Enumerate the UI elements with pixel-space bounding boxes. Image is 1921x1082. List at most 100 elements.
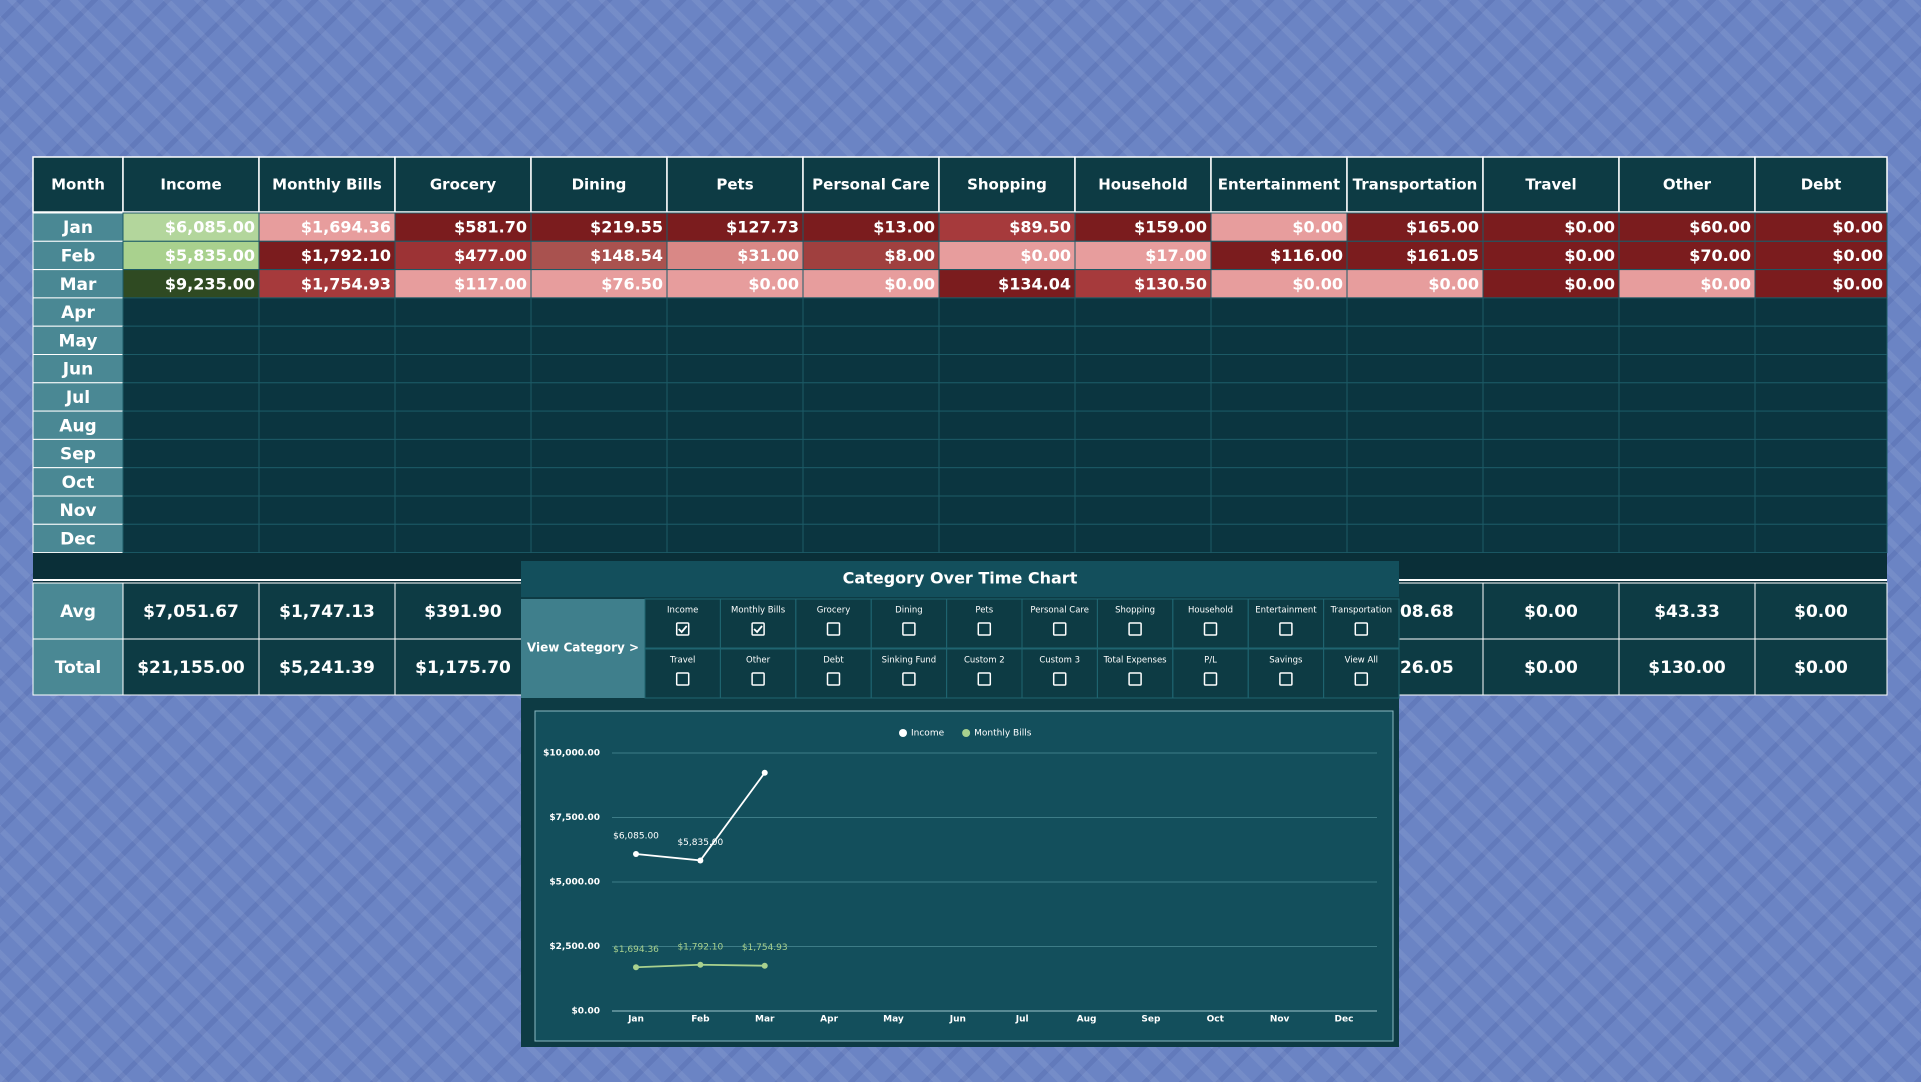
x-tick-label: May bbox=[883, 1015, 904, 1025]
option-label[interactable]: Travel bbox=[669, 656, 695, 666]
cell bbox=[1482, 467, 1620, 497]
checkbox[interactable] bbox=[1128, 672, 1142, 686]
option-label[interactable]: View All bbox=[1345, 656, 1378, 666]
option-label[interactable]: P/L bbox=[1204, 656, 1217, 666]
summary-value: $1,747.13 bbox=[279, 602, 375, 622]
header-cell bbox=[530, 156, 668, 213]
header-cell bbox=[32, 156, 124, 213]
cell bbox=[1346, 495, 1484, 525]
cell bbox=[938, 354, 1076, 384]
cell bbox=[1482, 382, 1620, 412]
checkbox[interactable] bbox=[1203, 672, 1218, 686]
cell bbox=[394, 212, 532, 242]
cell-value: $0.00 bbox=[1832, 246, 1883, 265]
cell bbox=[122, 382, 260, 412]
header-label: Dining bbox=[572, 176, 627, 194]
legend-label: Monthly Bills bbox=[974, 729, 1032, 739]
checkbox[interactable] bbox=[751, 672, 765, 686]
cell-value: $0.00 bbox=[1564, 274, 1615, 293]
option-label[interactable]: Monthly Bills bbox=[731, 606, 786, 616]
cell bbox=[802, 325, 940, 356]
cell bbox=[1618, 523, 1756, 554]
checkbox[interactable] bbox=[977, 622, 992, 636]
view-category-label[interactable]: View Category > bbox=[527, 641, 639, 655]
data-point bbox=[761, 962, 768, 969]
option-label[interactable]: Pets bbox=[975, 606, 993, 616]
cell bbox=[938, 212, 1076, 242]
cell-value: $0.00 bbox=[1292, 274, 1343, 293]
checkbox[interactable] bbox=[1354, 672, 1369, 686]
option-label[interactable]: Dining bbox=[895, 606, 922, 616]
cell bbox=[1754, 495, 1888, 525]
header-cell bbox=[1210, 156, 1348, 213]
cell bbox=[1482, 269, 1620, 299]
panel-title-bar bbox=[521, 561, 1399, 597]
cell bbox=[1346, 410, 1484, 440]
option-label[interactable]: Total Expenses bbox=[1103, 656, 1168, 666]
x-tick-label: Nov bbox=[1270, 1015, 1290, 1025]
option-label[interactable]: Personal Care bbox=[1030, 606, 1089, 616]
option-label[interactable]: Income bbox=[667, 606, 698, 616]
x-tick-label: Oct bbox=[1207, 1015, 1225, 1025]
cell bbox=[1074, 410, 1212, 440]
option-label[interactable]: Grocery bbox=[817, 606, 851, 616]
checkbox[interactable] bbox=[1052, 672, 1067, 686]
option-label[interactable]: Entertainment bbox=[1255, 606, 1317, 616]
header-label: Grocery bbox=[430, 176, 496, 194]
data-point bbox=[697, 961, 704, 968]
cell bbox=[258, 495, 396, 525]
header-label: Entertainment bbox=[1218, 176, 1340, 194]
x-tick-label: Jun bbox=[949, 1015, 966, 1025]
cell bbox=[1346, 240, 1484, 271]
cell bbox=[1074, 523, 1212, 554]
checkbox[interactable] bbox=[1128, 622, 1142, 636]
checkbox[interactable] bbox=[1354, 622, 1369, 636]
checkbox[interactable] bbox=[977, 672, 992, 686]
option-label[interactable]: Custom 2 bbox=[964, 656, 1005, 666]
x-tick-label: Aug bbox=[1077, 1015, 1097, 1025]
checkbox[interactable] bbox=[902, 672, 916, 686]
checkbox[interactable] bbox=[826, 622, 841, 636]
x-tick-label: Apr bbox=[820, 1015, 838, 1025]
cell bbox=[666, 523, 804, 554]
month-label: Jul bbox=[65, 388, 90, 408]
cell bbox=[394, 354, 532, 384]
month-label: Jun bbox=[62, 360, 94, 380]
cell bbox=[666, 382, 804, 412]
data-label: $1,792.10 bbox=[677, 942, 723, 952]
option-label[interactable]: Other bbox=[746, 656, 771, 666]
header-label: Household bbox=[1098, 176, 1188, 194]
view-category-button[interactable] bbox=[521, 599, 645, 698]
checkbox[interactable] bbox=[1203, 622, 1218, 636]
option-label[interactable]: Household bbox=[1188, 606, 1233, 616]
cell-value: $13.00 bbox=[873, 218, 935, 237]
cell-value: $0.00 bbox=[1832, 218, 1883, 237]
cell bbox=[1210, 467, 1348, 497]
checkbox[interactable] bbox=[1279, 672, 1293, 686]
option-label[interactable]: Savings bbox=[1269, 656, 1303, 666]
panel-title: Category Over Time Chart bbox=[843, 569, 1078, 588]
cell bbox=[666, 410, 804, 440]
cell bbox=[938, 410, 1076, 440]
option-label[interactable]: Shopping bbox=[1115, 606, 1155, 616]
header-cell bbox=[938, 156, 1076, 213]
checkmark bbox=[678, 625, 688, 634]
month-label: Sep bbox=[60, 445, 96, 465]
option-label[interactable]: Custom 3 bbox=[1039, 656, 1080, 666]
summary-value: $5,241.39 bbox=[279, 658, 375, 678]
checkbox[interactable] bbox=[675, 622, 690, 636]
checkbox[interactable] bbox=[1279, 622, 1293, 636]
data-label: $5,835.00 bbox=[677, 838, 723, 848]
option-label[interactable]: Sinking Fund bbox=[882, 656, 937, 666]
checkbox[interactable] bbox=[675, 672, 690, 686]
checkbox[interactable] bbox=[826, 672, 841, 686]
checkbox[interactable] bbox=[751, 622, 765, 636]
header-label: Month bbox=[51, 176, 105, 194]
option-label[interactable]: Debt bbox=[823, 656, 844, 666]
cell bbox=[258, 467, 396, 497]
checkbox[interactable] bbox=[1052, 622, 1067, 636]
option-label[interactable]: Transportation bbox=[1330, 606, 1392, 616]
cell bbox=[258, 297, 396, 327]
header-label: Pets bbox=[716, 176, 753, 194]
checkbox[interactable] bbox=[902, 622, 916, 636]
